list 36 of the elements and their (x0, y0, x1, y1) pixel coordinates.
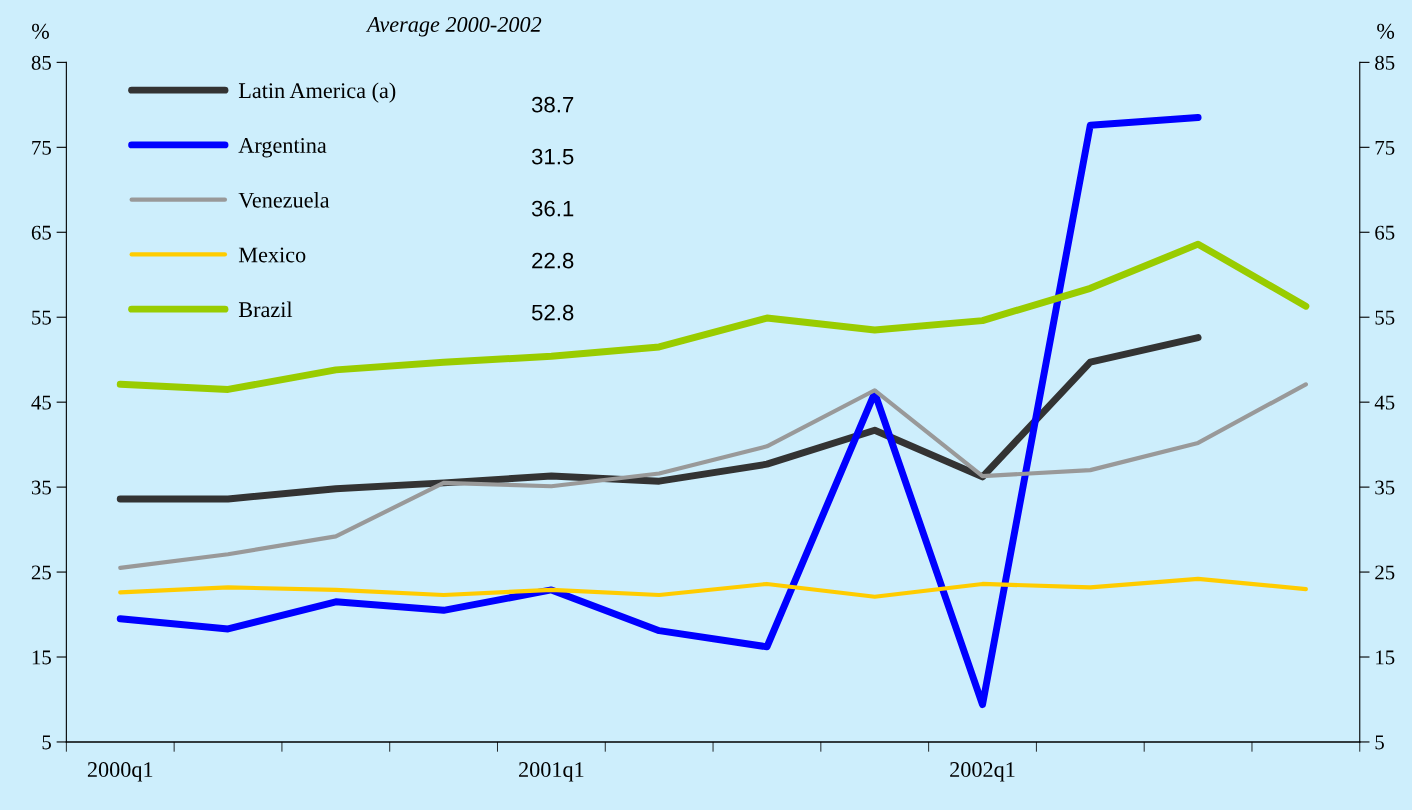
y2-tick-label: 75 (1375, 140, 1395, 155)
y-tick-label: 75 (32, 140, 51, 155)
x-tick-label: 2000q1 (87, 762, 153, 782)
annotation: 52.8 (531, 304, 574, 321)
annotation: 22.8 (532, 252, 574, 269)
annotation: 31.5 (531, 148, 574, 165)
y2-tick-label: 15 (1376, 650, 1395, 665)
y2-tick-label: 65 (1375, 225, 1395, 240)
y-tick-label: 55 (32, 310, 51, 325)
legend-label: Mexico (238, 247, 306, 263)
x-tick-label: 2001q1 (519, 762, 584, 782)
y2-tick-label: 25 (1375, 565, 1395, 580)
line-series (118, 576, 1308, 599)
legend-label: Brazil (238, 301, 293, 318)
y2-tick-label: 35 (1375, 480, 1395, 495)
annotation: 36.1 (531, 200, 574, 217)
y2-axis-title: % (1377, 23, 1395, 39)
y2-tick-label: 85 (1375, 55, 1395, 70)
y-tick-label: 25 (31, 565, 51, 580)
y-tick-label: 85 (31, 55, 51, 70)
y-tick-label: 45 (31, 395, 51, 410)
legend-title: Average 2000-2002 (365, 17, 542, 37)
y-tick-label: 65 (31, 225, 51, 240)
y2-tick-label: 45 (1374, 395, 1395, 410)
y-tick-label: 5 (42, 735, 51, 750)
x-tick-label: 2002q1 (950, 762, 1015, 782)
line-series (118, 382, 1308, 570)
legend-label: Latin America (a) (238, 82, 396, 103)
y2-tick-label: 55 (1375, 310, 1395, 325)
y-tick-label: 35 (31, 480, 51, 495)
legend-label: Venezuela (238, 192, 330, 208)
annotation: 38.7 (531, 96, 574, 113)
legend-label: Argentina (238, 137, 327, 158)
y2-tick-label: 5 (1375, 735, 1384, 750)
y-tick-label: 15 (32, 650, 51, 665)
y-axis-title: % (32, 23, 49, 39)
